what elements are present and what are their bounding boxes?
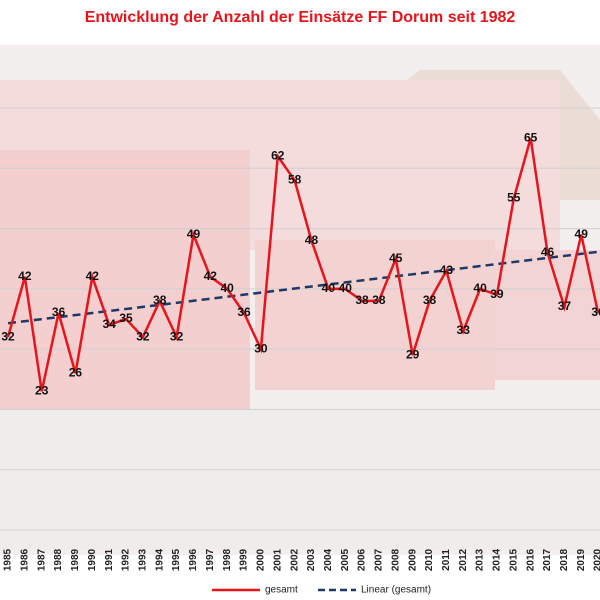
series-line xyxy=(6,137,600,392)
data-label: 40 xyxy=(473,281,487,295)
x-tick-label: 2015 xyxy=(508,548,519,571)
data-label: 26 xyxy=(69,365,83,379)
chart-title: Entwicklung der Anzahl der Einsätze FF D… xyxy=(85,9,516,26)
background-photo xyxy=(0,45,600,555)
data-label: 37 xyxy=(558,299,572,313)
x-tick-label: 1994 xyxy=(154,548,165,571)
x-tick-label: 2008 xyxy=(390,548,401,571)
x-tick-label: 1998 xyxy=(222,548,233,571)
data-label: 45 xyxy=(389,251,403,265)
data-label: 38 xyxy=(153,293,167,307)
x-tick-label: 2010 xyxy=(424,548,435,571)
x-tick-label: 2009 xyxy=(407,548,418,571)
x-tick-label: 1989 xyxy=(70,548,81,571)
data-label: 33 xyxy=(457,323,471,337)
data-label: 30 xyxy=(254,341,268,355)
data-label: 43 xyxy=(440,263,454,277)
x-tick-label: 2000 xyxy=(256,548,267,571)
data-label: 39 xyxy=(490,287,504,301)
x-tick-label: 2003 xyxy=(306,548,317,571)
data-label: 42 xyxy=(86,269,100,283)
data-label: 32 xyxy=(170,329,184,343)
x-tick-label: 1985 xyxy=(3,548,14,571)
legend-label: Linear (gesamt) xyxy=(361,585,431,596)
data-label: 23 xyxy=(35,384,49,398)
data-label: 36 xyxy=(52,305,66,319)
x-tick-label: 1993 xyxy=(138,548,149,571)
data-label: 36 xyxy=(237,305,251,319)
x-tick-label: 2004 xyxy=(323,548,334,571)
x-tick-label: 2002 xyxy=(289,548,300,571)
data-label: 38 xyxy=(355,293,369,307)
x-tick-label: 1992 xyxy=(121,548,132,571)
data-label: 42 xyxy=(18,269,32,283)
data-label: 36 xyxy=(591,305,600,319)
x-tick-label: 1991 xyxy=(104,548,115,571)
x-tick-label: 2016 xyxy=(525,548,536,571)
data-label: 35 xyxy=(119,311,133,325)
x-tick-label: 1990 xyxy=(87,548,98,571)
data-label: 34 xyxy=(102,317,116,331)
x-tick-label: 1996 xyxy=(188,548,199,571)
x-tick-label: 2019 xyxy=(576,548,587,571)
data-label: 40 xyxy=(221,281,235,295)
legend-label: gesamt xyxy=(265,585,298,596)
x-tick-label: 2007 xyxy=(374,548,385,571)
x-tick-label: 1999 xyxy=(239,548,250,571)
x-tick-label: 1988 xyxy=(53,548,64,571)
x-tick-label: 2020 xyxy=(593,548,600,571)
data-label: 40 xyxy=(339,281,353,295)
x-tick-label: 2005 xyxy=(340,548,351,571)
data-label: 32 xyxy=(136,329,150,343)
x-tick-label: 2006 xyxy=(357,548,368,571)
x-tick-label: 2001 xyxy=(272,548,283,571)
data-label: 29 xyxy=(406,347,420,361)
x-tick-label: 2012 xyxy=(458,548,469,571)
data-label: 55 xyxy=(507,191,521,205)
x-tick-label: 1986 xyxy=(20,548,31,571)
data-label: 40 xyxy=(322,281,336,295)
x-tick-label: 2014 xyxy=(492,548,503,571)
data-label: 38 xyxy=(372,293,386,307)
data-label: 38 xyxy=(423,293,437,307)
x-tick-label: 2013 xyxy=(475,548,486,571)
data-label: 32 xyxy=(1,329,15,343)
data-label: 49 xyxy=(187,227,201,241)
x-tick-label: 2017 xyxy=(542,548,553,571)
x-tick-label: 2011 xyxy=(441,549,452,571)
data-label: 48 xyxy=(305,233,319,247)
data-label: 62 xyxy=(271,148,285,162)
data-label: 49 xyxy=(575,227,589,241)
x-tick-label: 1997 xyxy=(205,548,216,571)
x-tick-label: 1995 xyxy=(171,548,182,571)
data-label: 65 xyxy=(524,130,538,144)
data-label: 58 xyxy=(288,173,302,187)
x-tick-label: 2018 xyxy=(559,548,570,571)
x-tick-label: 1987 xyxy=(36,548,47,571)
trendline xyxy=(7,250,599,325)
data-label: 42 xyxy=(204,269,218,283)
data-label: 46 xyxy=(541,245,555,259)
